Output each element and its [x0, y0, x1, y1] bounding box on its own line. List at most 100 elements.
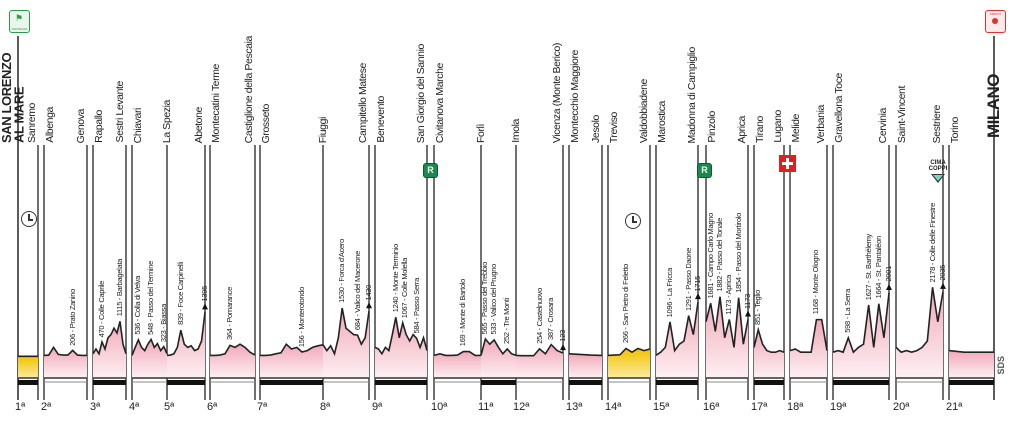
climb-label: 565 - Passo del Trebbio: [480, 261, 490, 334]
climb-label: 1168 - Monte Ologno: [811, 250, 821, 315]
start-badge-text: PARTENZA: [11, 27, 28, 31]
place-label: Sanremo: [25, 103, 38, 143]
place-label: Sestri Levante: [113, 81, 126, 143]
stage-profile-line: [260, 342, 324, 357]
place-label: Genova: [74, 108, 87, 143]
climb-label: 1096 - La Fricca: [665, 267, 674, 317]
stage-profile-area: [18, 356, 38, 378]
climb-label: 1627 - St. Barthélemy: [863, 233, 873, 300]
stage-profile-line: [374, 317, 428, 356]
stage-profile-line: [433, 350, 481, 357]
stage-number: 14ª: [605, 401, 622, 413]
summit-finish-arrow-icon: [560, 344, 566, 351]
stage-number: 9ª: [372, 401, 383, 413]
summit-finish-elevation: 2035: [938, 265, 947, 281]
climb-label: 1882 - Passo del Tonale: [715, 218, 724, 292]
place-label: Montecchio Maggiore: [569, 50, 581, 143]
climb-label: 684 - Valico del Macerone: [352, 251, 362, 331]
finish-badge-text: ARRIVO: [989, 12, 1002, 16]
stage-number: 16ª: [703, 401, 720, 413]
climb-label: 536 - Colla di Velva: [133, 276, 143, 335]
stage-profile-line: [322, 307, 370, 357]
place-label: Campitello Matese: [356, 62, 369, 143]
cima-coppi-triangle-fill-icon: [933, 175, 943, 181]
stage-profile-area: [949, 350, 994, 378]
stage-number: 20ª: [893, 401, 910, 413]
stage-number: 17ª: [751, 401, 768, 413]
rest-day-label: R: [701, 165, 708, 175]
climb-label: 364 - Pomarance: [225, 287, 234, 341]
stage-profile-area: [481, 338, 516, 378]
summit-finish-arrow-icon: [366, 302, 372, 309]
stage-number: 12ª: [513, 401, 530, 413]
place-label: Lugano: [771, 110, 784, 143]
summit-finish-arrow-icon: [886, 283, 892, 290]
stage-bar: [260, 380, 323, 385]
place-label: Sestriere: [930, 104, 943, 143]
stage-number: 10ª: [431, 401, 448, 413]
stage-profile-line: [43, 345, 87, 357]
place-label: Gravellona Toce: [833, 73, 845, 143]
climb-label: 598 - La Serra: [843, 289, 853, 333]
stage-bar: [833, 380, 889, 385]
stage-bar: [656, 380, 698, 385]
place-label: Pinzolo: [706, 111, 718, 143]
place-label: Abetone: [192, 106, 205, 143]
stage-profile-area: [896, 287, 943, 378]
climb-label: 533 - Valico del Prugno: [489, 264, 499, 335]
place-label: Forlì: [474, 123, 487, 143]
stage-bar: [569, 380, 602, 385]
stage-bar: [754, 380, 784, 385]
summit-finish-elevation: 1430: [364, 284, 373, 301]
place-label: Aprica: [735, 115, 748, 143]
summit-finish-arrow-icon: [695, 293, 701, 300]
stopwatch-icon: [625, 213, 641, 229]
stage-profile-line: [832, 292, 890, 354]
summit-finish-arrow-icon: [202, 303, 208, 310]
stage-profile-area: [323, 308, 369, 378]
stage-number: 18ª: [787, 401, 804, 413]
stage-profile-area: [516, 344, 563, 378]
stage-number: 13ª: [566, 401, 583, 413]
stage-profile-area: [44, 347, 87, 378]
place-label: Rapallo: [93, 110, 105, 143]
climb-label: 839 - Foce Carpinelli: [175, 262, 185, 326]
summit-finish-elevation: 1715: [693, 275, 702, 292]
place-label: Jesolo: [589, 115, 602, 143]
swiss-cross-icon: [779, 155, 796, 172]
stage-profile-area: [569, 353, 602, 378]
summit-finish-arrow-icon: [940, 282, 946, 289]
place-label: Treviso: [608, 111, 620, 143]
stage-profile-area: [260, 344, 323, 378]
place-label: Montecatini Terme: [210, 64, 222, 143]
sds-watermark: SDS: [996, 356, 1006, 375]
place-label: Valdobbiadene: [637, 78, 650, 143]
place-label: San Giorgio del Sannio: [414, 43, 427, 143]
climb-label: 323 - Biassa: [158, 303, 168, 342]
stage-profile-area: [210, 344, 255, 378]
climb-label: 266 - San Pietro di Feletto: [621, 264, 630, 344]
rest-day-label: R: [427, 165, 434, 175]
stage-profile-area: [375, 317, 427, 378]
place-label: La Spezia: [160, 99, 173, 143]
climb-label: 1681 - Campo Carlo Magno: [705, 212, 715, 299]
stage-profile-line: [948, 349, 994, 354]
stage-number: 6ª: [207, 401, 218, 413]
stage-profile-area: [167, 312, 205, 378]
climb-label: 254 - Castelnuovo: [534, 288, 544, 344]
stage-profile-line: [789, 318, 828, 354]
stage-profile-area: [754, 329, 784, 378]
place-label: Verbania: [814, 104, 827, 143]
place-label: Torino: [949, 116, 961, 143]
climb-label: 851 - Teglio: [753, 289, 763, 325]
stage-profile-area: [656, 302, 698, 378]
stage-bar: [167, 380, 205, 385]
stage-profile-line: [166, 312, 206, 357]
stage-profile-line: [92, 321, 127, 356]
stage-profile-line: [655, 302, 699, 357]
climb-label: 1067 - Colle Molella: [399, 257, 409, 318]
stopwatch-icon: [21, 211, 37, 227]
place-label: Cervinia: [876, 107, 889, 143]
summit-finish-elevation: 123: [558, 330, 567, 343]
